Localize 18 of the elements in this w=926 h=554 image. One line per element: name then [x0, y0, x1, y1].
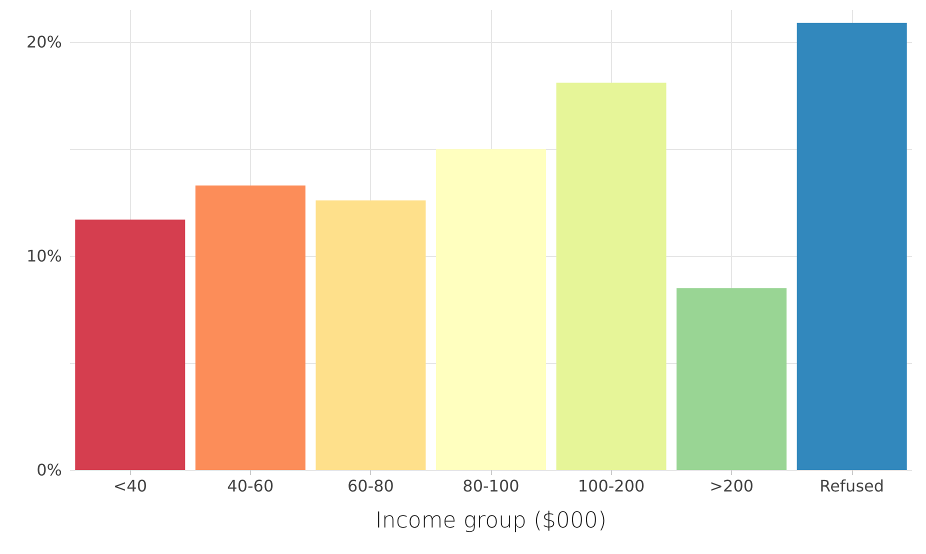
x-tick-label: Refused	[820, 476, 884, 496]
x-tick-label: 100-200	[578, 476, 645, 496]
x-tick-label: 40-60	[227, 476, 274, 496]
bar	[796, 22, 907, 470]
x-tick-label: 60-80	[347, 476, 394, 496]
bar	[556, 82, 666, 470]
bar	[436, 149, 546, 470]
bar	[676, 288, 787, 470]
y-tick-label: 20%	[26, 32, 62, 52]
x-tick-label: >200	[710, 476, 754, 496]
y-tick-label: 0%	[36, 460, 62, 480]
x-axis-title: Income group ($000)	[375, 508, 607, 534]
x-tick-label: 80-100	[462, 476, 520, 496]
bar	[75, 220, 186, 470]
x-tick-label: <40	[113, 476, 148, 496]
y-tick-label: 10%	[26, 246, 62, 266]
bar	[195, 185, 306, 470]
bar	[316, 200, 426, 470]
